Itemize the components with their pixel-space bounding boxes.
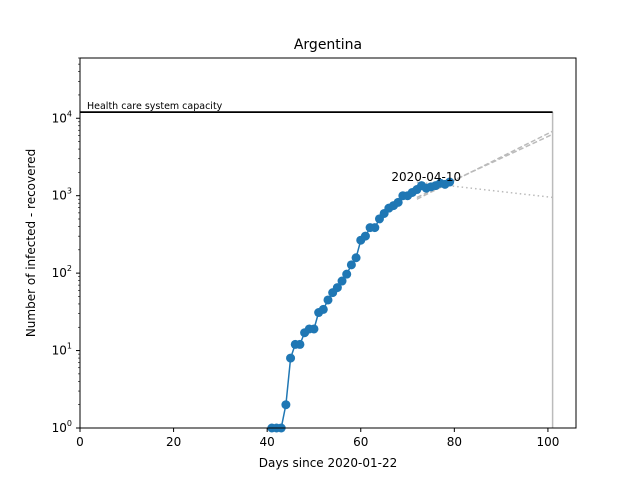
data-point — [351, 253, 361, 263]
data-point — [445, 177, 455, 187]
data-point — [323, 295, 333, 305]
data-point — [346, 260, 356, 270]
date-annotation: 2020-04-10 — [391, 170, 461, 184]
data-point — [360, 231, 370, 241]
y-axis: 100 101 102 103 104 — [52, 57, 80, 435]
data-point — [342, 269, 352, 279]
data-point — [370, 223, 380, 233]
x-axis: 0 20 40 60 80 100 — [76, 428, 559, 449]
x-tick-label: 20 — [166, 435, 181, 449]
y-axis-title: Number of infected - recovered — [24, 149, 38, 337]
y-tick-label: 104 — [52, 109, 72, 125]
data-point — [337, 276, 347, 286]
data-point — [332, 283, 342, 293]
chart-title: Argentina — [294, 37, 362, 53]
data-point — [281, 400, 291, 410]
y-tick-label: 102 — [52, 264, 72, 280]
data-point — [286, 353, 296, 363]
plot-marks — [80, 111, 554, 433]
data-point — [393, 197, 403, 207]
series-line — [271, 181, 451, 429]
y-tick-label: 103 — [52, 187, 72, 203]
data-point — [318, 304, 328, 314]
x-tick-label: 0 — [76, 435, 84, 449]
data-point — [295, 339, 305, 349]
x-tick-label: 80 — [447, 435, 462, 449]
x-tick-label: 60 — [353, 435, 368, 449]
data-point — [309, 324, 319, 334]
capacity-label: Health care system capacity — [87, 101, 223, 112]
x-tick-label: 40 — [260, 435, 275, 449]
y-tick-label: 101 — [52, 342, 72, 358]
y-tick-label: 100 — [52, 419, 72, 435]
x-tick-label: 100 — [536, 435, 559, 449]
plot-frame — [79, 57, 577, 429]
x-axis-title: Days since 2020-01-22 — [259, 456, 398, 470]
